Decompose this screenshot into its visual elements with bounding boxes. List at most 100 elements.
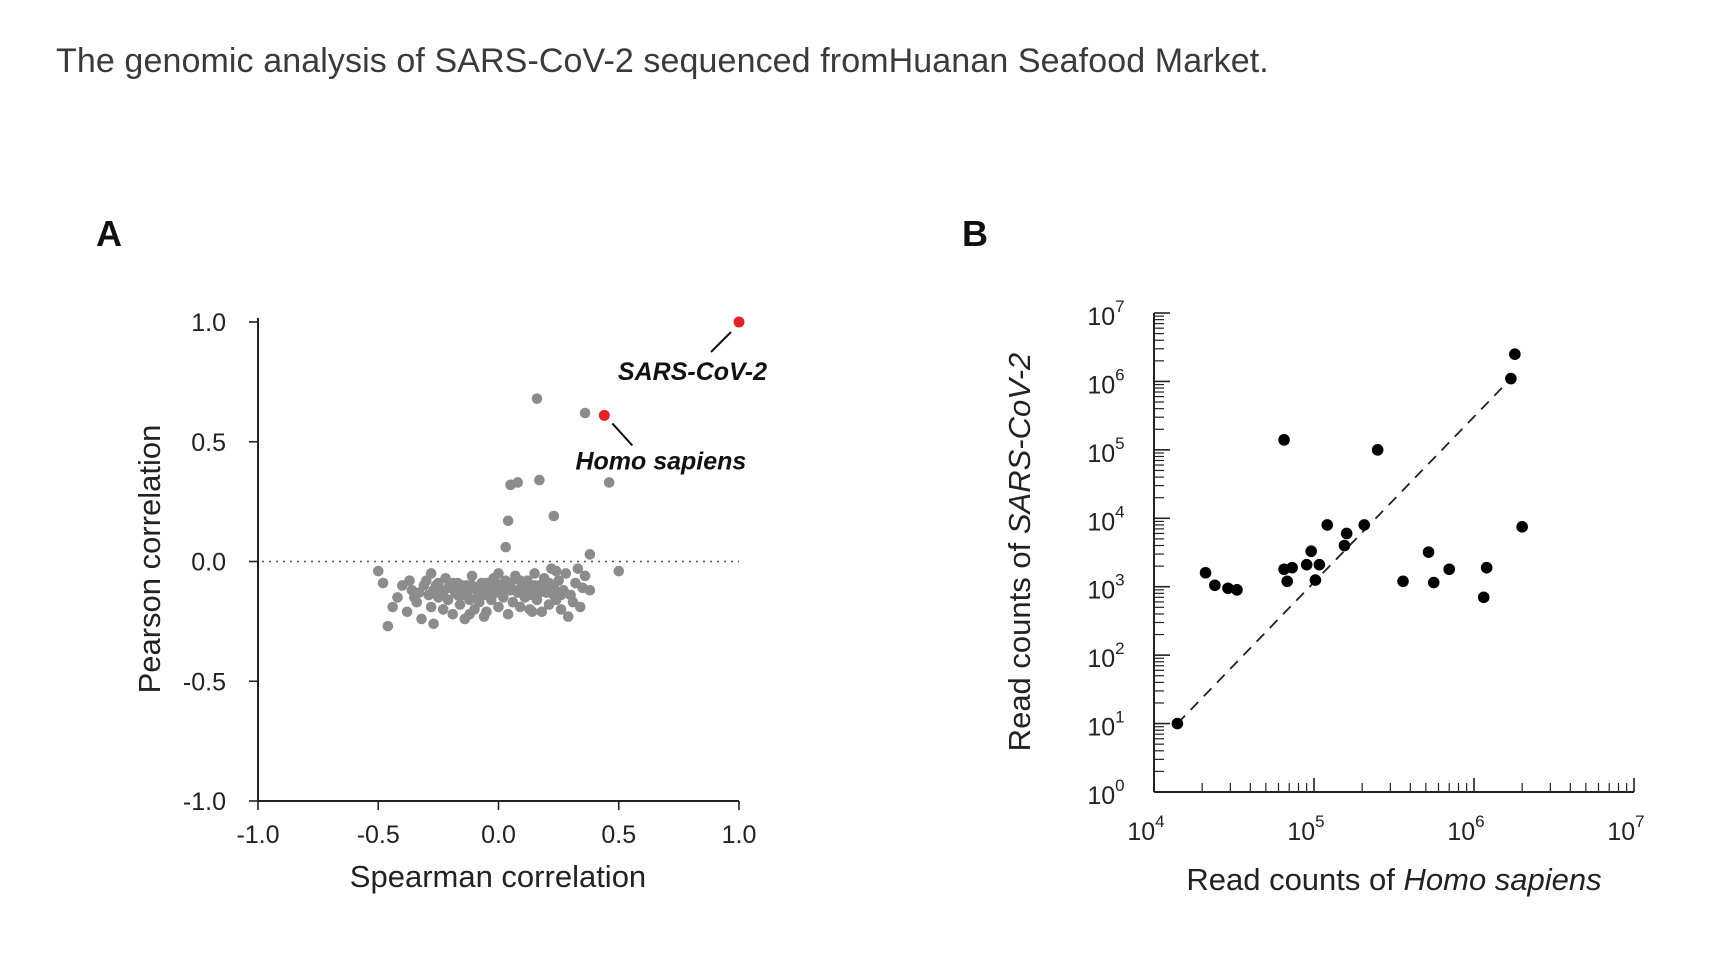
panel-b-y-tick-label: 106	[1087, 365, 1124, 399]
panel-b-x-tick-base: 10	[1287, 818, 1315, 846]
panel-a-data-point	[500, 541, 512, 553]
panel-b-data-point	[1209, 579, 1221, 592]
panel-b-y-tick-label: 104	[1087, 502, 1124, 536]
panel-a-y-tick-label: -1.0	[183, 788, 226, 816]
panel-b-data-point	[1427, 576, 1440, 589]
panel-b-y-tick-exponent: 4	[1115, 502, 1124, 521]
panel-a-data-point	[404, 575, 415, 586]
panel-b-y-tick-base: 10	[1087, 782, 1115, 810]
panel-b-y-tick-label: 102	[1087, 639, 1124, 673]
panel-b-data-point	[1305, 545, 1317, 558]
panel-b-data-point	[1516, 521, 1528, 533]
panel-a-label: A	[96, 213, 122, 254]
panel-b-x-tick-label: 105	[1287, 812, 1324, 846]
panel-a-sars-cov-2-label: SARS-CoV-2	[618, 358, 767, 386]
panel-b-x-tick-label: 107	[1607, 812, 1644, 846]
panel-a-data-point	[447, 577, 459, 589]
panel-a-highlights: SARS-CoV-2 Homo sapiens	[575, 316, 767, 475]
panel-b-data-point	[1278, 434, 1290, 446]
panel-b-y-tick-base: 10	[1087, 508, 1115, 536]
panel-a-data-point	[531, 393, 543, 404]
panel-a-data-point	[502, 608, 514, 620]
panel-a-data-point	[577, 582, 588, 594]
panel-a-highlight-homo-sapiens-point	[598, 409, 610, 421]
panel-b-y-tick-base: 10	[1087, 440, 1115, 468]
panel-b-y-tick-label: 107	[1087, 297, 1124, 331]
panel-a-data-point	[478, 611, 490, 622]
panel-a-x-axis-title: Spearman correlation	[350, 859, 646, 894]
panel-b-y-tick-base: 10	[1087, 303, 1115, 331]
panel-b-x-tick-exponent: 5	[1315, 812, 1324, 831]
panel-b-y-tick-base: 10	[1087, 714, 1115, 742]
panel-a-data-point	[562, 611, 574, 622]
panel-b-x-tick-label: 104	[1127, 812, 1164, 846]
panel-b-label: B	[962, 213, 988, 254]
panel-b-data-point	[1397, 575, 1409, 588]
panel-b-x-tick-base: 10	[1127, 818, 1155, 846]
panel-b-x-tick-exponent: 7	[1635, 812, 1644, 831]
panel-a-x-tick-label: 1.0	[722, 821, 757, 849]
panel-b-x-tick-base: 10	[1447, 818, 1475, 846]
panel-a-data-point	[372, 565, 384, 577]
panel-b: B 104 105 106 107 100101102103104105106107 …	[962, 213, 1645, 897]
panel-b-data-point	[1281, 575, 1294, 588]
panel-a-x-tick-label: 0.5	[601, 821, 636, 849]
panel-b-y-tick-base: 10	[1087, 371, 1115, 399]
panel-a-data-point	[452, 589, 463, 601]
panel-a-x-ticks: -1.0 -0.5 0.0 0.5 1.0	[236, 801, 756, 849]
panel-b-y-tick-label: 105	[1087, 434, 1124, 468]
panel-a-data-point	[550, 565, 562, 577]
panel-a-data-point	[553, 575, 564, 586]
panel-a-y-ticks: 1.0 0.5 0.0 -0.5 -1.0	[183, 309, 258, 816]
panel-a-data-point	[579, 570, 591, 582]
panel-a-data-point	[603, 477, 615, 488]
panel-a-homo-sapiens-label: Homo sapiens	[575, 447, 746, 475]
panel-a-y-axis-title: Pearson correlation	[132, 425, 167, 694]
panel-b-y-tick-base: 10	[1087, 645, 1115, 673]
panel-a-data-point	[490, 577, 502, 589]
panel-a-data-point	[567, 596, 579, 608]
panel-b-x-tick-exponent: 4	[1155, 812, 1164, 831]
panel-b-y-tick-label: 101	[1087, 708, 1124, 742]
panel-a-data-point	[418, 580, 430, 591]
panel-a-highlight-sars-cov-2-point	[733, 316, 745, 328]
panel-b-data-point	[1321, 519, 1334, 531]
panel-a-x-tick-label: -1.0	[236, 821, 279, 849]
panel-b-data-point	[1340, 527, 1353, 540]
panel-b-data-point	[1505, 372, 1517, 385]
panel-a-data-point	[377, 577, 389, 589]
panel-a-data-point	[466, 570, 478, 582]
panel-b-data-point	[1286, 561, 1298, 574]
panel-a-data-point	[466, 580, 478, 591]
panel-b-x-tick-base: 10	[1607, 818, 1635, 846]
panel-a-data-point	[529, 568, 540, 579]
panel-b-data-point	[1358, 519, 1371, 531]
panel-b-data-point	[1300, 558, 1313, 571]
panel-a-data-point	[524, 589, 536, 601]
panel-b-data-point	[1422, 546, 1435, 558]
panel-a-data-point	[493, 568, 504, 579]
panel-b-points	[1171, 348, 1528, 730]
panel-a-data-point	[514, 601, 526, 613]
panel-a-y-tick-label: 0.0	[191, 549, 226, 577]
panel-a-data-point	[433, 577, 444, 589]
panel-a-y-tick-label: 1.0	[191, 309, 226, 337]
panel-a-data-point	[579, 407, 591, 419]
panel-a-points	[372, 393, 625, 632]
panel-a-data-point	[464, 608, 475, 620]
panel-a-data-point	[584, 549, 596, 560]
panel-a-x-tick-label: 0.0	[481, 821, 516, 849]
panel-b-data-point	[1443, 563, 1456, 576]
panel-a-x-tick-label: -0.5	[357, 821, 400, 849]
figure-caption: The genomic analysis of SARS-CoV-2 seque…	[56, 42, 1269, 80]
panel-a-data-point	[502, 515, 514, 527]
panel-a-data-point	[428, 618, 439, 630]
panel-a-data-point	[510, 584, 521, 596]
panel-a-data-point	[555, 589, 567, 601]
panel-a-data-point	[416, 613, 427, 625]
panel-b-data-point	[1171, 717, 1184, 730]
panel-a-data-point	[512, 477, 524, 488]
panel-b-y-axis-title-prefix: Read counts of	[1002, 542, 1037, 751]
